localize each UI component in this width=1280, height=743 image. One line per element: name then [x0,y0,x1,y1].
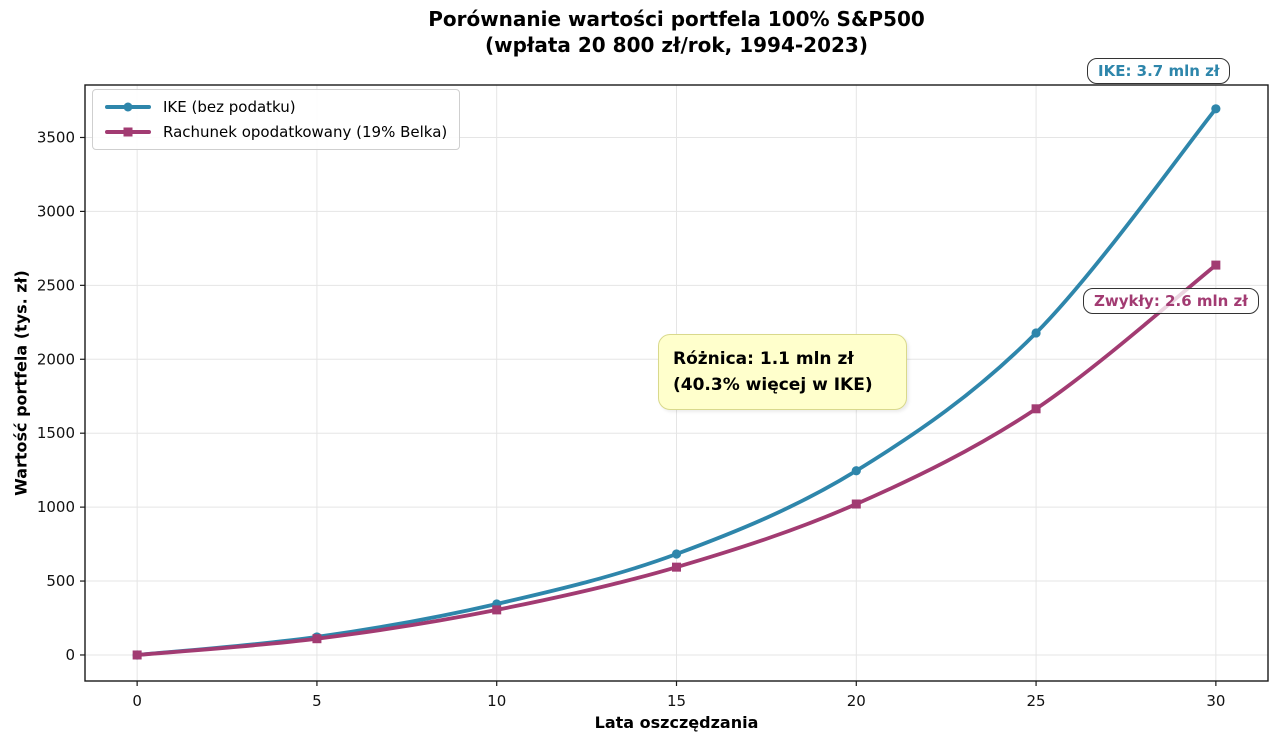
data-point-marker [672,562,681,572]
chart-title: Porównanie wartości portfela 100% S&P500… [85,6,1268,58]
x-tick-label: 0 [132,692,142,710]
x-axis-label: Lata oszczędzania [594,713,759,732]
y-tick-label: 1500 [37,424,75,442]
x-tick-label: 10 [487,692,506,710]
y-tick-label: 2500 [37,276,75,294]
y-tick-label: 1000 [37,498,75,516]
legend-swatch-square [105,127,151,138]
legend-swatch-circle [105,102,151,113]
chart-title-line1: Porównanie wartości portfela 100% S&P500 [428,7,925,31]
data-point-marker [671,549,682,559]
data-point-marker [132,650,142,660]
y-tick-label: 0 [65,646,75,664]
x-tick-label: 5 [312,692,322,710]
data-point-marker [1211,260,1221,270]
x-tick-label: 20 [847,692,866,710]
y-tick-label: 2000 [37,350,75,368]
tick-labels: 0 5 10 15 20 25 30 0 500 1000 1500 2000 2500 3000 3500 [37,128,1226,710]
x-tick-label: 25 [1027,692,1046,710]
tick-marks [80,136,1217,686]
difference-annotation-line1: Różnica: 1.1 mln zł [673,349,854,369]
y-tick-label: 3000 [37,202,75,220]
legend: IKE (bez podatku) Rachunek opodatkowany (… [92,89,461,150]
difference-annotation-line2: (40.3% więcej w IKE) [673,375,873,395]
data-point-marker [851,466,861,476]
legend-item-1: Rachunek opodatkowany (19% Belka) [105,123,447,141]
data-point-marker [492,605,502,615]
data-point-marker [851,499,861,509]
series-markers-1 [132,260,1221,660]
y-axis-label: Wartość portfela (tys. zł) [11,270,31,496]
x-tick-label: 15 [667,692,686,710]
legend-label: Rachunek opodatkowany (19% Belka) [163,123,448,141]
y-tick-label: 3500 [37,128,75,146]
legend-label: IKE (bez podatku) [163,98,296,116]
difference-annotation: Różnica: 1.1 mln zł (40.3% więcej w IKE) [658,334,907,410]
chart-title-line2: (wpłata 20 800 zł/rok, 1994-2023) [485,33,868,57]
legend-item-0: IKE (bez podatku) [105,98,447,116]
data-point-marker [312,634,322,644]
ike-value-label: IKE: 3.7 mln zł [1087,58,1231,84]
grid-lines [85,85,1268,681]
data-point-marker [1031,328,1041,338]
data-point-marker [1031,404,1041,414]
taxed-value-label: Zwykły: 2.6 mln zł [1083,288,1259,314]
data-point-marker [1211,104,1221,114]
x-tick-label: 30 [1206,692,1225,710]
y-tick-label: 500 [46,572,75,590]
